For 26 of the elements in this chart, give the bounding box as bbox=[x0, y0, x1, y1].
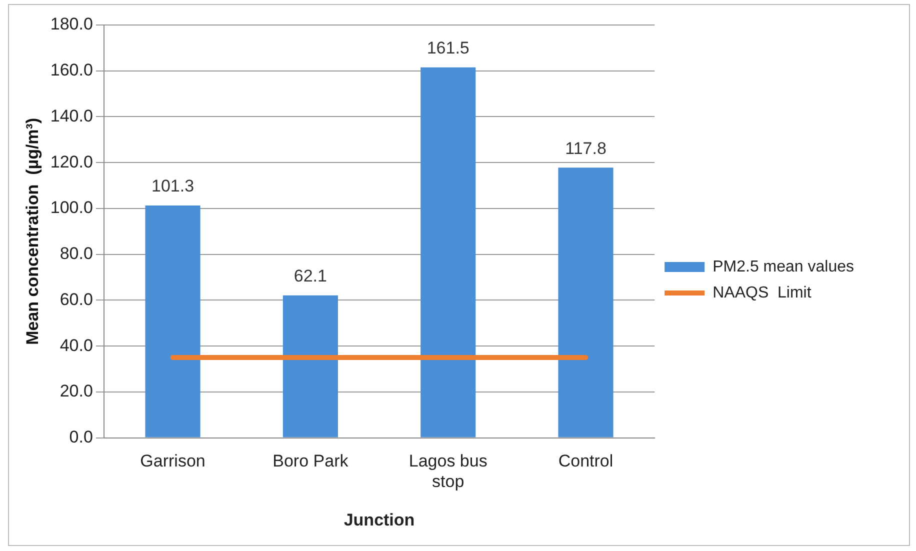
legend-label: PM2.5 mean values bbox=[712, 258, 854, 276]
y-tick-label: 0.0 bbox=[69, 427, 93, 446]
data-label: 62.1 bbox=[294, 266, 327, 286]
x-tick-label: Lagos bus stop bbox=[408, 452, 488, 492]
y-tick-label: 140.0 bbox=[50, 106, 93, 126]
y-tick-label: 100.0 bbox=[50, 198, 93, 218]
bar bbox=[145, 205, 200, 438]
y-tick-label: 40.0 bbox=[60, 336, 93, 355]
x-axis-title: Junction bbox=[344, 510, 415, 530]
y-axis-title: Mean concentration (µg/m³) bbox=[22, 118, 42, 345]
y-tick-label: 60.0 bbox=[60, 290, 93, 309]
bar bbox=[420, 67, 476, 438]
y-tick-label: 120.0 bbox=[50, 152, 93, 172]
data-label: 161.5 bbox=[426, 38, 470, 58]
y-tick-label: 80.0 bbox=[60, 244, 93, 264]
x-tick-label: Control bbox=[558, 452, 614, 471]
bar bbox=[558, 168, 614, 438]
y-tick-label: 160.0 bbox=[50, 60, 93, 80]
x-tick-label: Boro Park bbox=[272, 452, 349, 471]
data-label: 117.8 bbox=[565, 138, 606, 158]
y-tick-label: 180.0 bbox=[50, 14, 93, 34]
legend-label: NAAQS Limit bbox=[712, 284, 812, 302]
data-label: 101.3 bbox=[152, 176, 194, 196]
x-tick-label: Garrison bbox=[140, 452, 206, 471]
y-tick-label: 20.0 bbox=[60, 382, 93, 401]
bar bbox=[282, 295, 338, 438]
